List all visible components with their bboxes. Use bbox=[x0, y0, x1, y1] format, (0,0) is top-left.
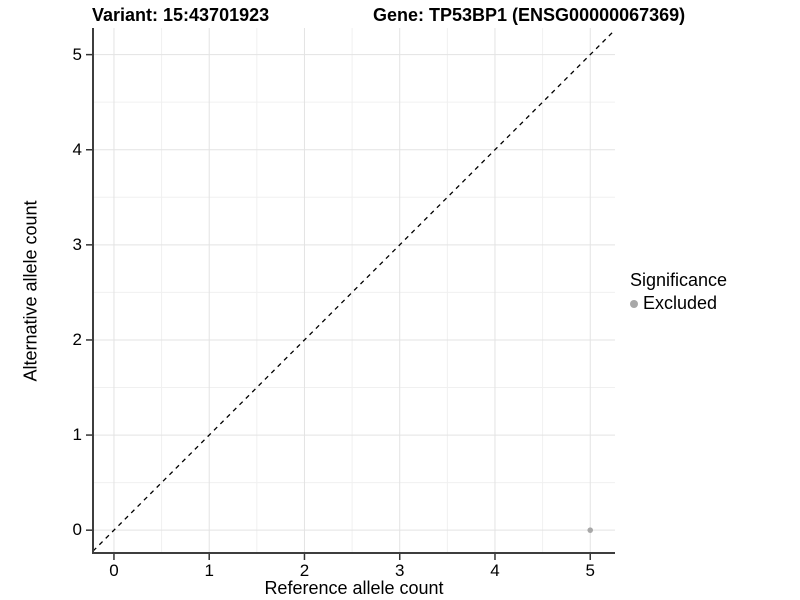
y-tick-label: 2 bbox=[72, 329, 82, 349]
legend-item-excluded: Excluded bbox=[630, 293, 727, 314]
x-tick-label: 5 bbox=[585, 561, 595, 580]
legend-item-label: Excluded bbox=[643, 293, 718, 313]
plot-title-variant: Variant: 15:43701923 bbox=[92, 5, 270, 25]
y-tick-label: 3 bbox=[72, 234, 82, 254]
plot-title-gene: Gene: TP53BP1 (ENSG00000067369) bbox=[373, 5, 686, 25]
x-axis-title: Reference allele count bbox=[264, 578, 444, 598]
x-tick-label: 4 bbox=[490, 561, 500, 580]
x-tick-label: 2 bbox=[299, 561, 310, 580]
x-tick-label: 3 bbox=[394, 561, 405, 580]
legend-title: Significance bbox=[630, 270, 728, 290]
y-tick-label: 0 bbox=[72, 520, 82, 540]
y-axis-title: Alternative allele count bbox=[20, 200, 41, 382]
legend: Significance Excluded bbox=[630, 270, 727, 314]
legend-key-dot-icon bbox=[630, 299, 638, 308]
data-point bbox=[587, 527, 594, 533]
y-tick-label: 1 bbox=[72, 425, 82, 445]
y-tick-label: 5 bbox=[72, 44, 82, 64]
x-tick-label: 1 bbox=[204, 561, 214, 580]
identity-line bbox=[92, 29, 616, 552]
y-tick-label: 4 bbox=[72, 139, 82, 159]
x-tick-label: 0 bbox=[109, 561, 119, 580]
